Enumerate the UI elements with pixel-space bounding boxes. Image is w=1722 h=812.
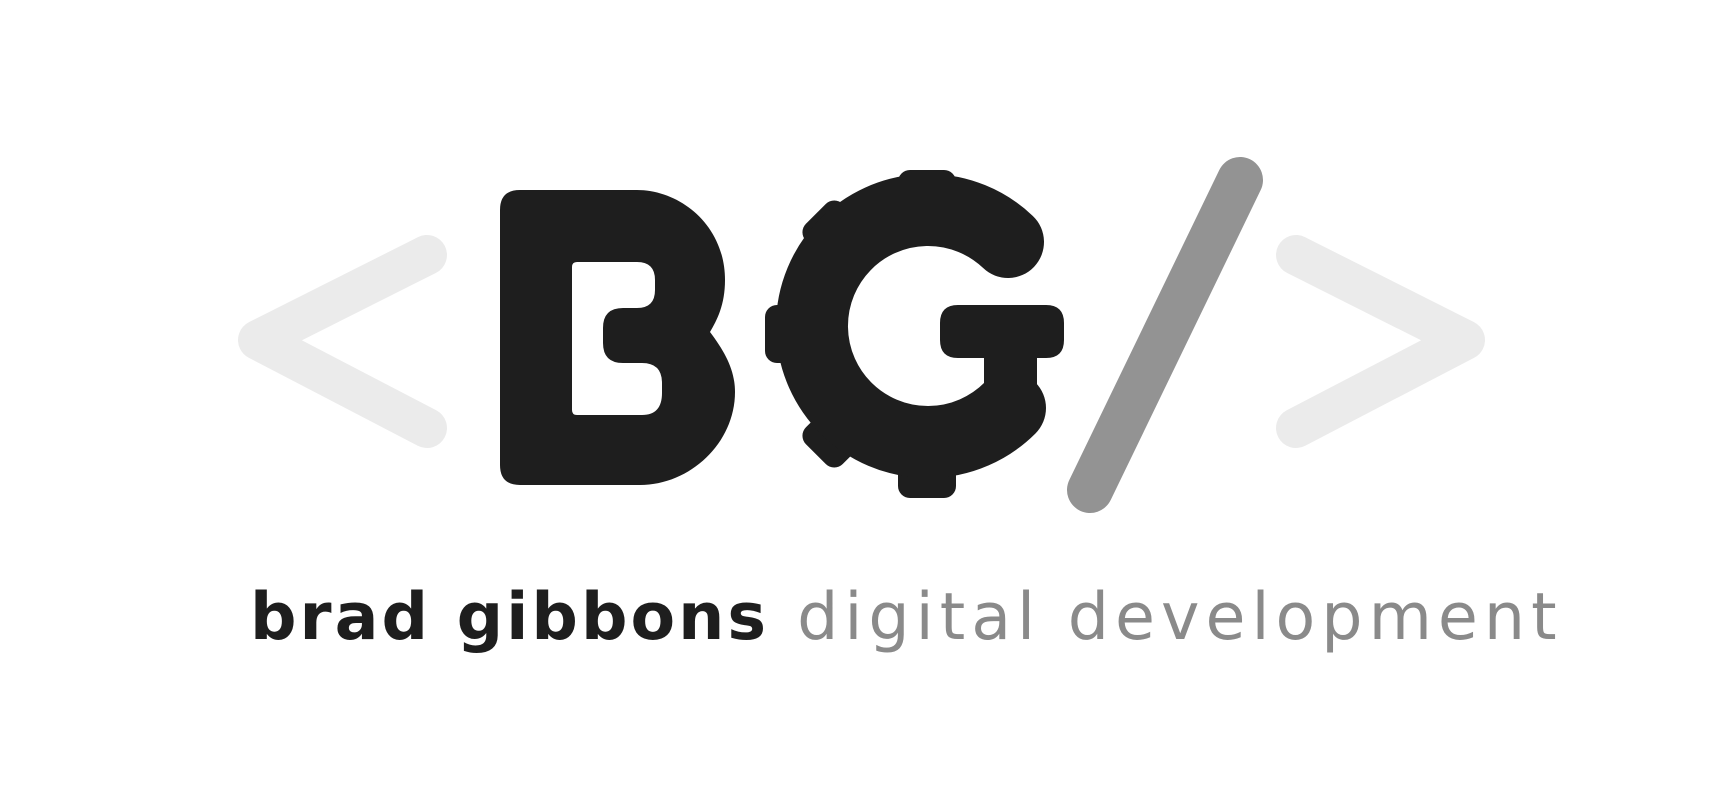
gear-g-icon [765, 170, 1064, 498]
tagline: brad gibbons digital development [250, 570, 1557, 655]
brand-suffix: digital development [797, 580, 1563, 655]
right-angle-bracket-icon [1276, 235, 1485, 448]
left-angle-bracket-icon [238, 235, 447, 448]
b-letter-icon [500, 190, 735, 485]
brand-name: brad gibbons [250, 580, 770, 655]
slash-icon [1067, 157, 1263, 513]
